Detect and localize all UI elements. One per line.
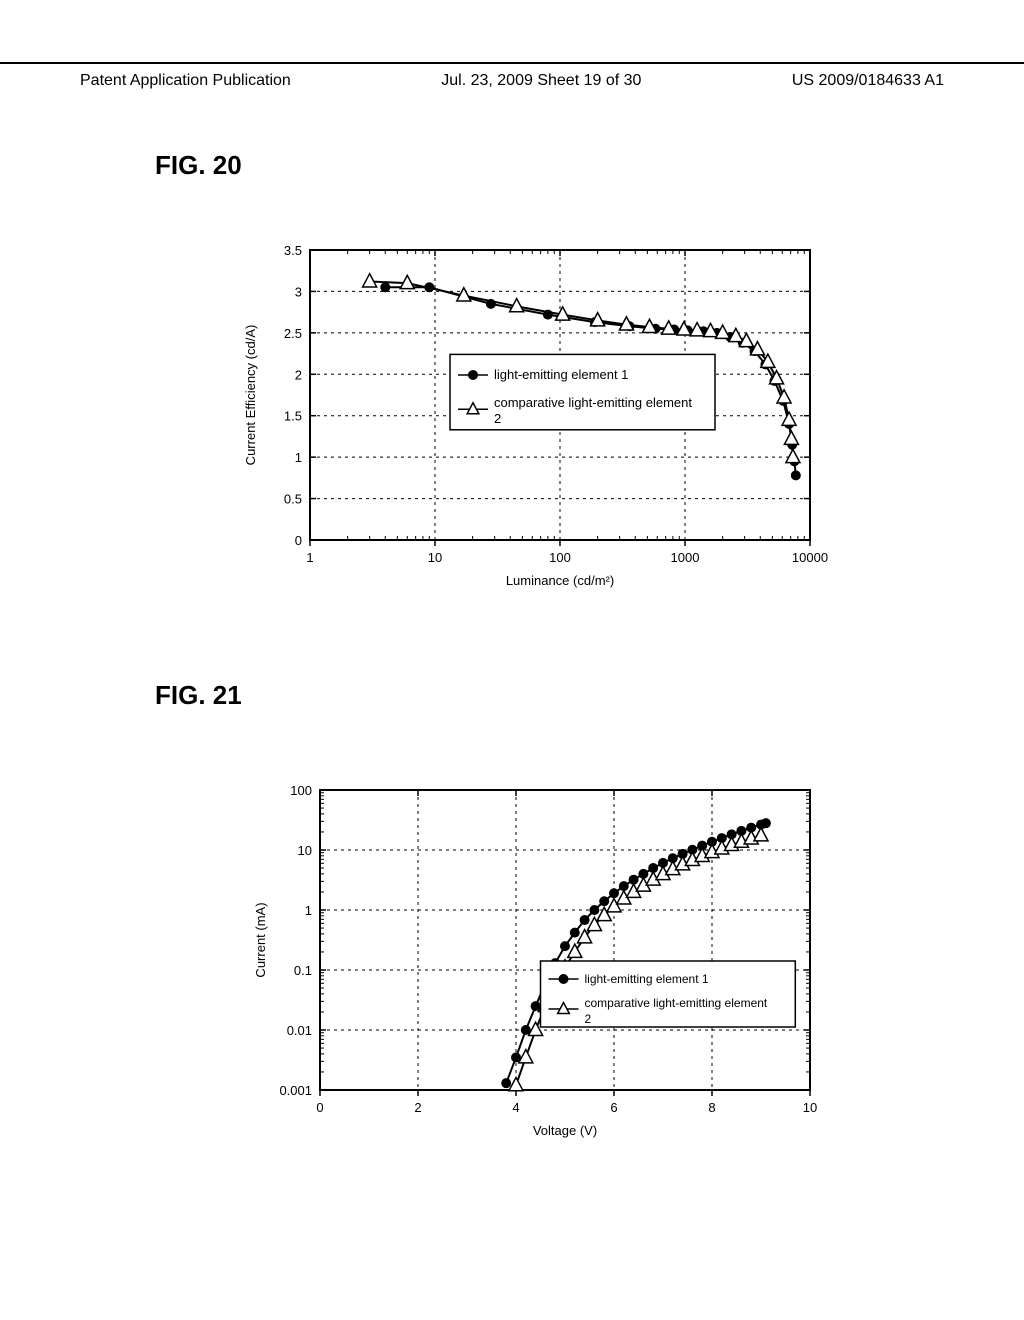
svg-text:1: 1 <box>305 903 312 918</box>
svg-text:10000: 10000 <box>792 550 828 565</box>
svg-text:3.5: 3.5 <box>284 243 302 258</box>
fig20-label: FIG. 20 <box>155 150 242 181</box>
svg-text:0: 0 <box>316 1100 323 1115</box>
header-left: Patent Application Publication <box>80 72 291 90</box>
svg-text:0.1: 0.1 <box>294 963 312 978</box>
svg-text:0.001: 0.001 <box>279 1083 312 1098</box>
page-header: Patent Application Publication Jul. 23, … <box>0 62 1024 90</box>
svg-text:1: 1 <box>306 550 313 565</box>
svg-text:3: 3 <box>295 284 302 299</box>
svg-text:0.5: 0.5 <box>284 492 302 507</box>
svg-text:2: 2 <box>295 367 302 382</box>
svg-text:10: 10 <box>298 843 312 858</box>
svg-text:2: 2 <box>414 1100 421 1115</box>
svg-text:comparative light-emitting ele: comparative light-emitting element <box>494 395 692 410</box>
header-right: US 2009/0184633 A1 <box>792 72 944 90</box>
svg-text:0.01: 0.01 <box>287 1023 312 1038</box>
svg-text:light-emitting element 1: light-emitting element 1 <box>585 972 709 986</box>
svg-text:1.5: 1.5 <box>284 409 302 424</box>
svg-text:4: 4 <box>512 1100 519 1115</box>
fig21-chart: 0 2 4 6 8 10 0.001 0.01 0.1 1 10 100 Voltage (V) Curr… <box>200 770 840 1170</box>
svg-text:Current (mA): Current (mA) <box>253 902 268 977</box>
svg-text:0: 0 <box>295 533 302 548</box>
svg-text:6: 6 <box>610 1100 617 1115</box>
patent-page: Patent Application Publication Jul. 23, … <box>0 0 1024 1320</box>
svg-text:1: 1 <box>295 450 302 465</box>
svg-text:Luminance (cd/m²): Luminance (cd/m²) <box>506 573 614 588</box>
svg-text:100: 100 <box>549 550 571 565</box>
svg-text:2: 2 <box>494 411 501 426</box>
fig20-chart: 1 10 100 1000 10000 0 0.5 1 1.5 2 2.5 3 3.5 Luminance… <box>200 230 840 610</box>
svg-text:Current Efficiency (cd/A): Current Efficiency (cd/A) <box>243 325 258 466</box>
svg-text:10: 10 <box>803 1100 817 1115</box>
fig21-label: FIG. 21 <box>155 680 242 711</box>
svg-text:10: 10 <box>428 550 442 565</box>
header-center: Jul. 23, 2009 Sheet 19 of 30 <box>441 72 641 90</box>
svg-text:8: 8 <box>708 1100 715 1115</box>
svg-text:1000: 1000 <box>671 550 700 565</box>
svg-text:100: 100 <box>290 783 312 798</box>
svg-text:2.5: 2.5 <box>284 326 302 341</box>
svg-text:light-emitting element 1: light-emitting element 1 <box>494 367 628 382</box>
svg-text:2: 2 <box>585 1012 592 1026</box>
svg-text:Voltage (V): Voltage (V) <box>533 1123 597 1138</box>
svg-text:comparative light-emitting ele: comparative light-emitting element <box>585 996 768 1010</box>
